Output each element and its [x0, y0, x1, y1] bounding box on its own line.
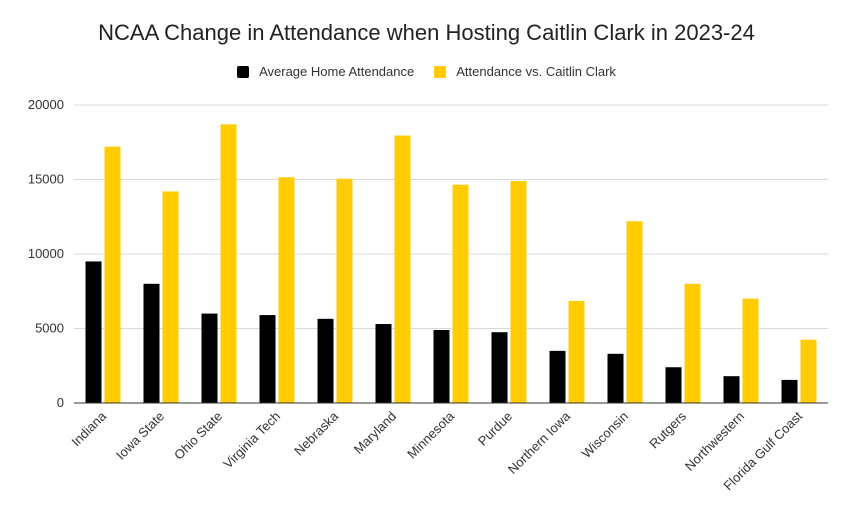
- bar-average-home: [201, 313, 218, 403]
- x-tick-label: Indiana: [68, 408, 109, 449]
- bar-vs-caitlin-clark: [336, 178, 353, 403]
- legend-swatch-vs-caitlin-clark: [434, 65, 447, 78]
- bar-average-home: [549, 350, 566, 403]
- bar-average-home: [375, 324, 392, 403]
- legend-item-vs-caitlin-clark[interactable]: Attendance vs. Caitlin Clark: [434, 64, 616, 79]
- bar-vs-caitlin-clark: [104, 146, 121, 403]
- bar-vs-caitlin-clark: [162, 191, 179, 403]
- x-tick-label: Minnesota: [404, 408, 458, 462]
- x-tick-label: Northern Iowa: [505, 408, 574, 477]
- y-tick-label: 0: [57, 395, 64, 410]
- y-tick-label: 10000: [28, 246, 64, 261]
- bar-average-home: [491, 332, 508, 403]
- x-tick-label: Iowa State: [113, 409, 167, 463]
- bar-average-home: [259, 315, 276, 403]
- bar-vs-caitlin-clark: [452, 184, 469, 403]
- x-tick-label: Nebraska: [291, 408, 341, 458]
- y-tick-label: 20000: [28, 97, 64, 112]
- legend: Average Home Attendance Attendance vs. C…: [0, 64, 853, 79]
- bar-average-home: [85, 261, 102, 403]
- bar-average-home: [143, 283, 160, 403]
- x-tick-label: Ohio State: [171, 409, 225, 463]
- bar-average-home: [723, 376, 740, 403]
- x-tick-label: Virginia Tech: [220, 409, 283, 472]
- legend-swatch-average-home: [237, 65, 250, 78]
- bar-average-home: [781, 379, 798, 403]
- bar-average-home: [607, 353, 624, 403]
- bar-vs-caitlin-clark: [626, 221, 643, 403]
- x-tick-label: Purdue: [475, 409, 515, 449]
- bar-average-home: [665, 367, 682, 403]
- legend-label-vs-caitlin-clark: Attendance vs. Caitlin Clark: [456, 64, 616, 79]
- legend-item-average-home[interactable]: Average Home Attendance: [237, 64, 414, 79]
- bar-vs-caitlin-clark: [394, 135, 411, 404]
- x-tick-label: Maryland: [351, 409, 399, 457]
- x-tick-label: Northwestern: [682, 409, 747, 474]
- legend-label-average-home: Average Home Attendance: [259, 64, 415, 79]
- bar-average-home: [433, 329, 450, 403]
- bar-vs-caitlin-clark: [684, 283, 701, 403]
- y-tick-label: 15000: [28, 172, 64, 187]
- bar-vs-caitlin-clark: [278, 177, 295, 403]
- x-tick-label: Wisconsin: [579, 409, 632, 462]
- bar-average-home: [317, 318, 334, 403]
- x-tick-label: Rutgers: [646, 408, 689, 451]
- bar-vs-caitlin-clark: [568, 300, 585, 403]
- bar-vs-caitlin-clark: [510, 180, 527, 403]
- bar-vs-caitlin-clark: [742, 298, 759, 403]
- y-tick-label: 5000: [35, 321, 64, 336]
- chart-title: NCAA Change in Attendance when Hosting C…: [98, 20, 755, 45]
- bar-vs-caitlin-clark: [220, 124, 237, 404]
- bar-vs-caitlin-clark: [800, 339, 817, 403]
